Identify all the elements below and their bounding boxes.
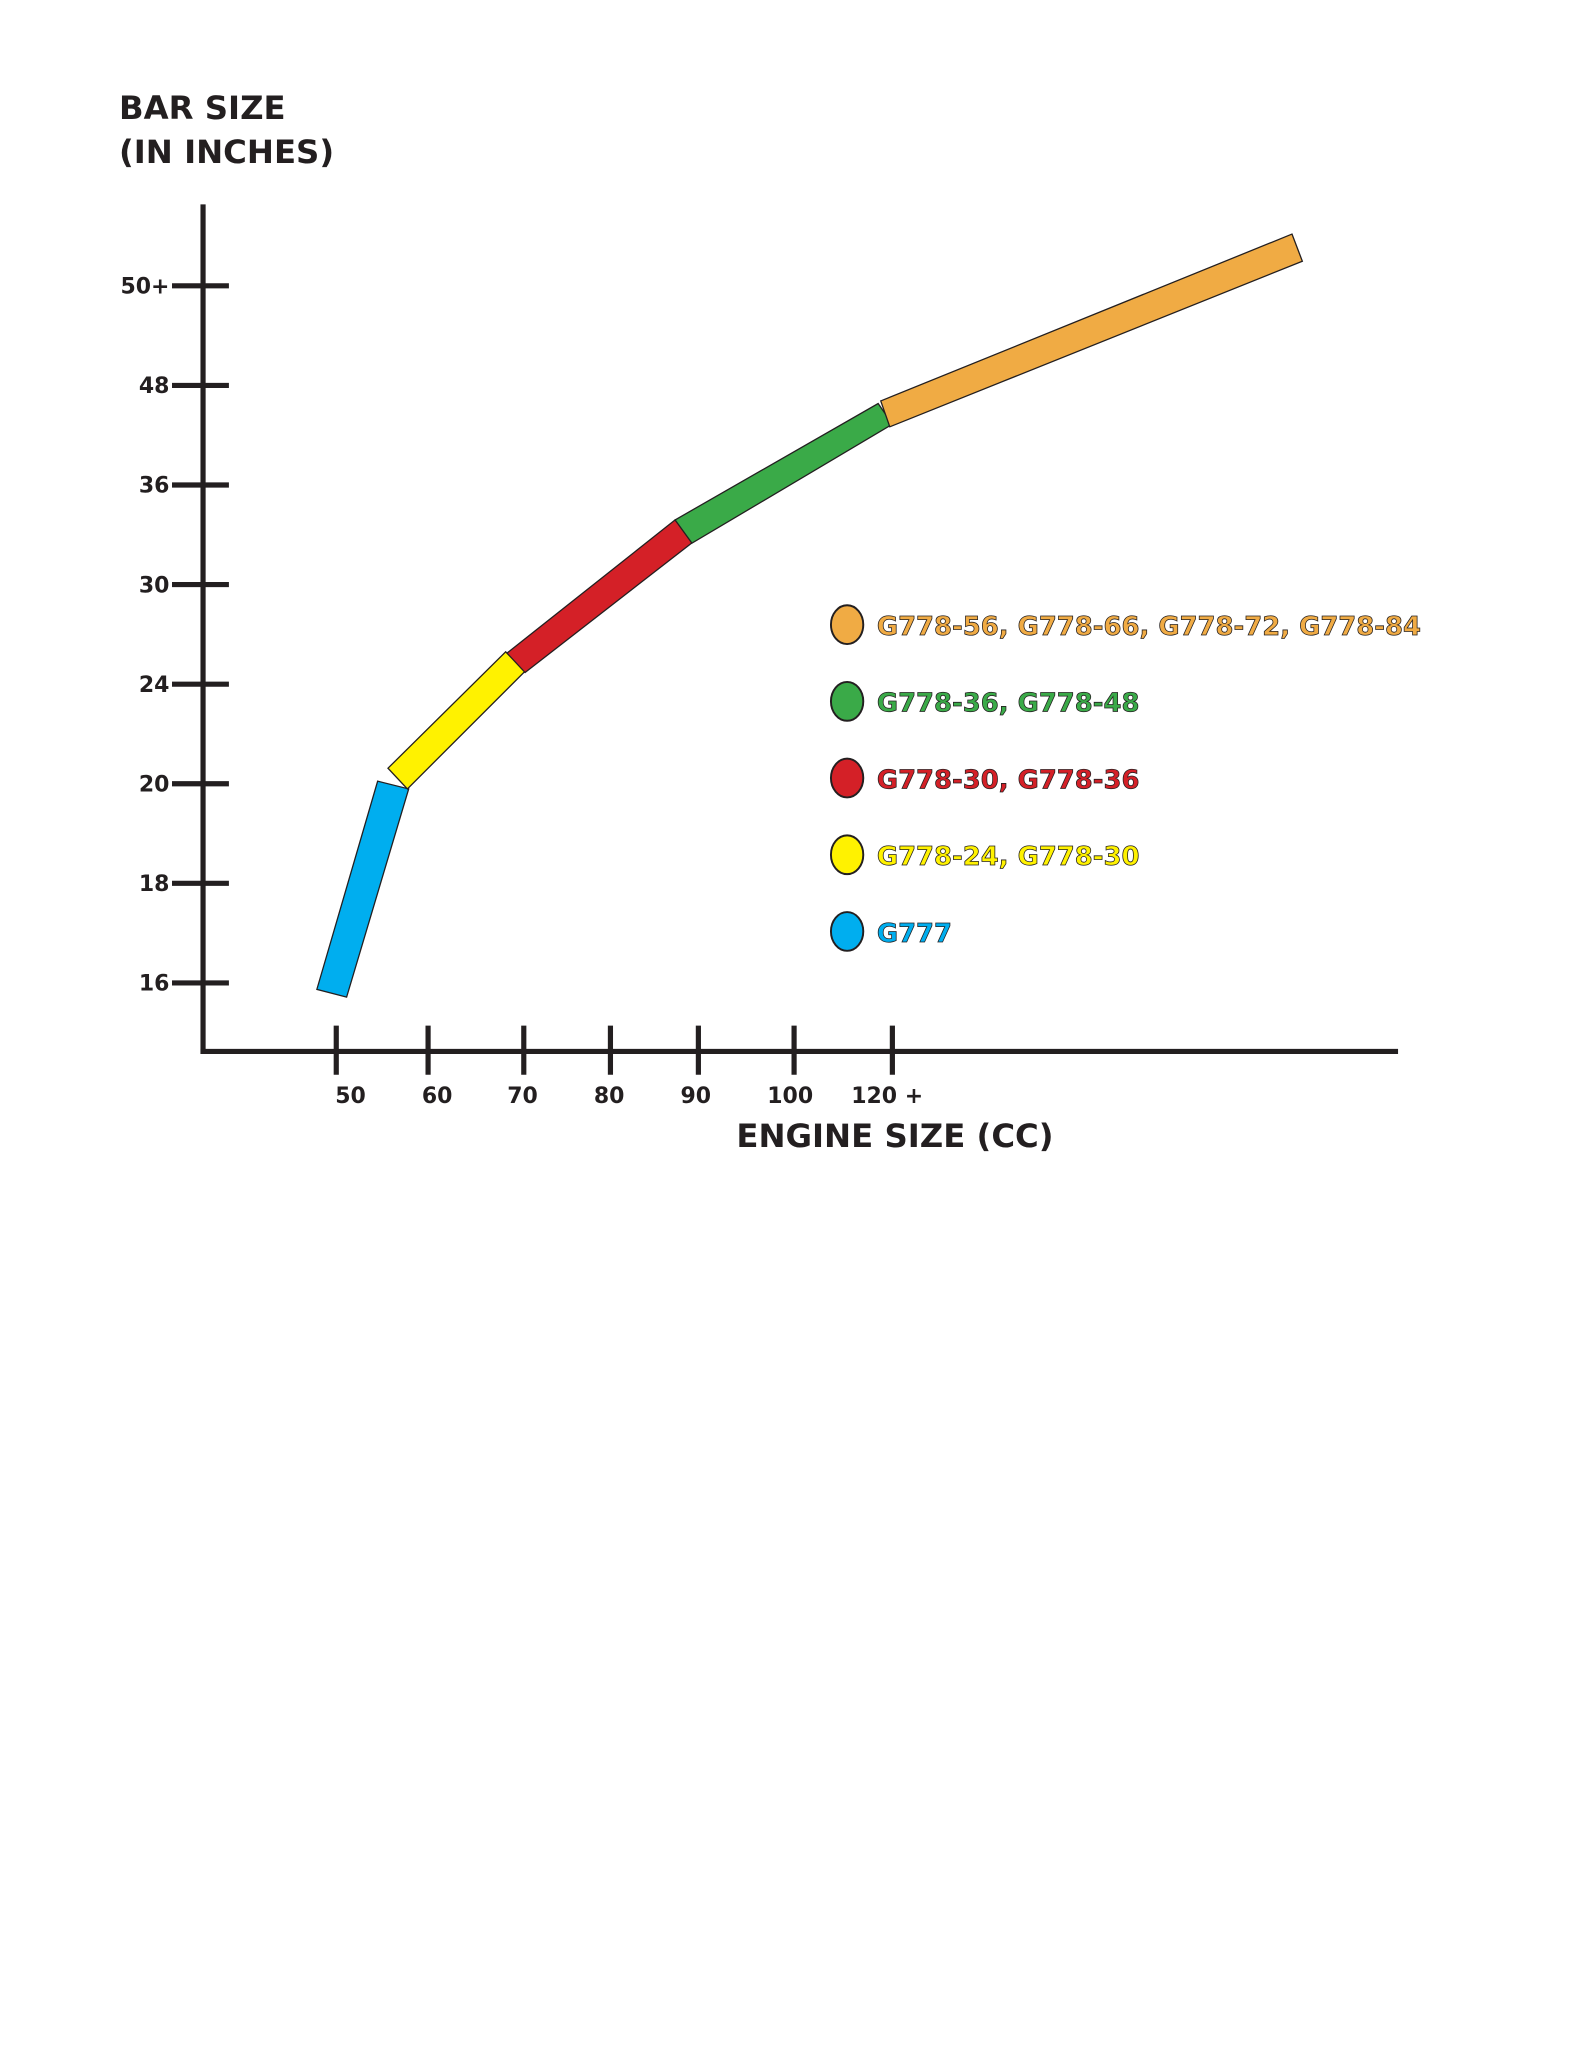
y-tick-label: 36 [139,474,170,499]
y-tick-label: 50+ [120,275,169,300]
y-axis-title: BAR SIZE [119,89,286,127]
segment [506,519,695,674]
x-tick-label: 50 [335,1084,366,1109]
x-tick-label: 80 [594,1084,625,1109]
x-tick-label: 100 [767,1084,813,1109]
legend-swatch [829,680,865,722]
legend-swatch [829,757,865,799]
legend-swatch [829,911,865,952]
y-tick-label: 30 [139,573,170,598]
segment [316,780,410,998]
y-tick-label: 20 [139,772,170,797]
legend-label: G778-30, G778-36 [877,765,1140,795]
x-ticks: 50 60 70 80 90 100 120 + [333,1025,923,1109]
x-tick-label: 70 [507,1084,538,1109]
y-tick-label: 24 [139,673,170,698]
chart: BAR SIZE (IN INCHES) 50+ 48 36 30 24 20 18 16 5… [119,89,1421,1155]
legend-swatch [829,834,865,876]
y-tick-label: 16 [139,972,170,997]
legend-swatch [829,604,865,646]
legend-label: G777 [877,919,952,949]
y-ticks: 50+ 48 36 30 24 20 18 16 [120,275,229,997]
segment [879,233,1304,428]
legend: G778-56, G778-66, G778-72, G778-84 G778-3… [829,604,1421,952]
y-axis-title: (IN INCHES) [119,133,334,171]
legend-label: G778-56, G778-66, G778-72, G778-84 [877,612,1421,642]
x-tick-label: 60 [422,1084,453,1109]
legend-label: G778-24, G778-30 [877,842,1140,872]
segment [674,402,894,545]
x-tick-label: 90 [681,1084,712,1109]
x-tick-label: 120 + [851,1084,923,1109]
legend-label: G778-36, G778-48 [877,689,1140,719]
y-tick-label: 18 [139,872,170,897]
y-tick-label: 48 [139,374,170,399]
segment [387,650,526,790]
x-axis-title: ENGINE SIZE (CC) [736,1117,1053,1155]
